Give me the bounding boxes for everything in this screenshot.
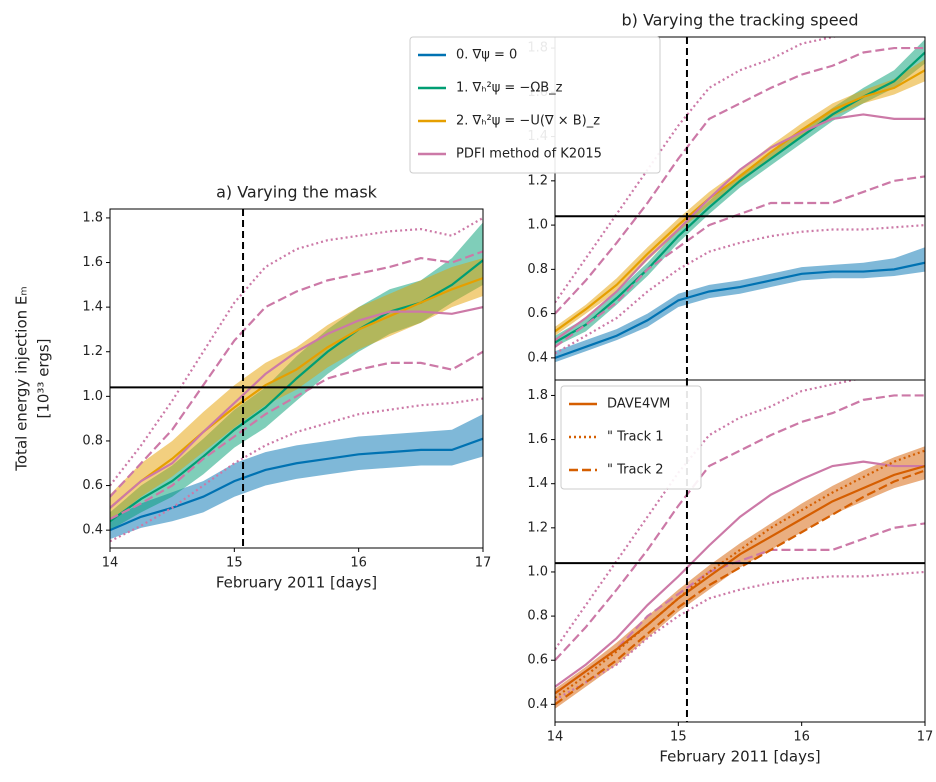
x-axis-label: February 2011 [days]	[659, 748, 820, 766]
legend-box	[409, 36, 661, 174]
legend-box	[560, 385, 702, 490]
series-line	[555, 223, 925, 355]
plot-area	[555, 380, 925, 722]
series-line	[555, 261, 925, 359]
legend-label: 2. ∇ₕ²ψ = −U(∇ × B)_z	[456, 114, 600, 129]
x-tick-label: 17	[917, 730, 934, 745]
legend-label: " Track 1	[607, 430, 664, 445]
y-tick-label: 0.8	[527, 262, 548, 277]
y-tick-label: 1.0	[527, 564, 548, 579]
x-tick-label: 14	[547, 730, 564, 745]
axes-frame	[554, 379, 926, 723]
panel-title: b) Varying the tracking speed	[621, 11, 858, 30]
y-tick-label: 1.4	[527, 476, 548, 491]
x-tick-label: 16	[793, 730, 810, 745]
legend-label: PDFI method of K2015	[456, 147, 602, 162]
y-tick-label: 0.4	[527, 697, 548, 712]
series-line	[555, 394, 925, 661]
band	[555, 59, 925, 336]
plot-area	[110, 209, 483, 548]
y-tick-label: 0.8	[82, 433, 103, 448]
series-line	[110, 250, 483, 498]
legend-label: 0. ∇ψ = 0	[456, 48, 517, 63]
y-tick-label: 0.4	[527, 350, 548, 365]
y-tick-label: 1.4	[82, 300, 103, 315]
series-line	[110, 350, 483, 520]
series-line	[555, 460, 925, 688]
x-tick-label: 17	[475, 556, 492, 571]
band	[110, 414, 483, 540]
y-tick-label: 1.2	[82, 344, 103, 359]
y-tick-label: 0.4	[82, 523, 103, 538]
y-tick-label: 1.6	[82, 255, 103, 270]
series-line	[555, 522, 925, 695]
y-tick-label: 1.8	[527, 388, 548, 403]
x-tick-label: 15	[226, 556, 243, 571]
legend-label: " Track 2	[607, 463, 664, 478]
series-line	[555, 175, 925, 348]
band	[555, 247, 925, 363]
y-tick-label: 0.6	[82, 478, 103, 493]
y-tick-label: 0.6	[527, 306, 548, 321]
legend-label: 1. ∇ₕ²ψ = −ΩB_z	[456, 81, 563, 96]
y-tick-label: 0.6	[527, 653, 548, 668]
band	[110, 258, 483, 522]
x-axis-label: February 2011 [days]	[216, 574, 377, 592]
y-tick-label: 1.8	[82, 210, 103, 225]
x-tick-label: 16	[350, 556, 367, 571]
series-line	[110, 216, 483, 487]
y-axis-label: [10³³ ergs]	[35, 338, 53, 418]
axes-frame	[109, 208, 484, 549]
y-tick-label: 1.0	[82, 389, 103, 404]
y-tick-label: 0.8	[527, 609, 548, 624]
series-line	[555, 113, 925, 342]
panel-title: a) Varying the mask	[216, 183, 378, 202]
y-tick-label: 1.6	[527, 432, 548, 447]
y-axis-label: Total energy injection Eₘ	[13, 286, 31, 471]
x-tick-label: 15	[670, 730, 687, 745]
legend-label: DAVE4VM	[607, 397, 670, 412]
y-tick-label: 1.2	[527, 173, 548, 188]
y-tick-label: 1.2	[527, 520, 548, 535]
series-line	[110, 277, 483, 509]
band	[555, 446, 925, 709]
series-line	[110, 397, 483, 543]
series-line	[555, 464, 925, 695]
y-tick-label: 1.0	[527, 218, 548, 233]
series-line	[555, 46, 925, 315]
series-line	[555, 469, 925, 706]
series-line	[555, 69, 925, 333]
x-tick-label: 14	[102, 556, 119, 571]
series-line	[110, 306, 483, 509]
series-line	[555, 570, 925, 701]
plot-area	[555, 37, 925, 380]
series-line	[555, 449, 925, 699]
